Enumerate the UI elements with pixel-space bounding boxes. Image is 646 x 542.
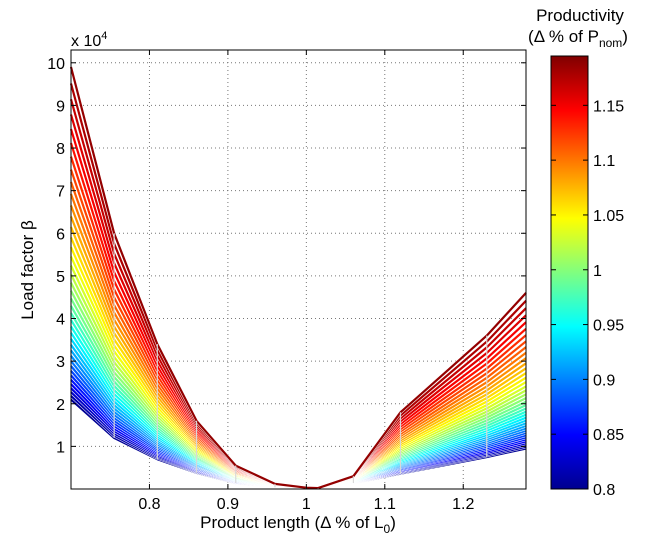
colorbar-title-line2: (Δ % of Pnom) [528, 27, 628, 50]
y-tick-label: 7 [56, 184, 65, 201]
colorbar-tick-label: 1.1 [593, 153, 615, 170]
y-tick-label: 1 [56, 439, 65, 456]
colorbar-tick-label: 0.85 [593, 427, 624, 444]
y-tick-label: 8 [56, 141, 65, 158]
x-tick-label: 0.8 [138, 496, 160, 513]
colorbar-tick-label: 0.95 [593, 318, 624, 335]
x-axis-label: Product length (Δ % of L0) [200, 513, 396, 536]
y-tick-label: 4 [56, 312, 65, 329]
y-tick-label: 6 [56, 226, 65, 243]
y-multiplier: x 104 [71, 30, 107, 50]
y-axis-ticks: 1 2 3 4 5 6 7 8 9 10 [47, 56, 526, 456]
colorbar-tick-label: 1.15 [593, 98, 624, 115]
y-tick-label: 2 [56, 397, 65, 414]
colorbar [550, 55, 589, 490]
y-tick-label: 9 [56, 98, 65, 115]
colorbar-tick-label: 1 [593, 263, 602, 280]
x-tick-label: 1.1 [374, 496, 396, 513]
colorbar-ticks: 0.8 0.85 0.9 0.95 1 1.05 1.1 1.15 [551, 98, 624, 499]
colorbar-tick-label: 1.05 [593, 208, 624, 225]
colorbar-tick-label: 0.9 [593, 372, 615, 389]
y-tick-label: 5 [56, 269, 65, 286]
x-tick-label: 0.9 [217, 496, 239, 513]
segment-separators [113, 233, 488, 489]
series-line [69, 66, 527, 490]
x-tick-label: 1.2 [452, 496, 474, 513]
plot-frame [70, 49, 527, 490]
colorbar-title-line1: Productivity [536, 6, 624, 25]
colorbar-tick-label: 0.8 [593, 482, 615, 499]
x-axis-ticks: 0.8 0.9 1 1.1 1.2 [138, 50, 474, 513]
x-tick-label: 1 [302, 496, 311, 513]
y-tick-label: 10 [47, 56, 65, 73]
y-axis-label: Load factor β [18, 220, 37, 320]
series-curves [69, 66, 528, 491]
y-tick-label: 3 [56, 354, 65, 371]
